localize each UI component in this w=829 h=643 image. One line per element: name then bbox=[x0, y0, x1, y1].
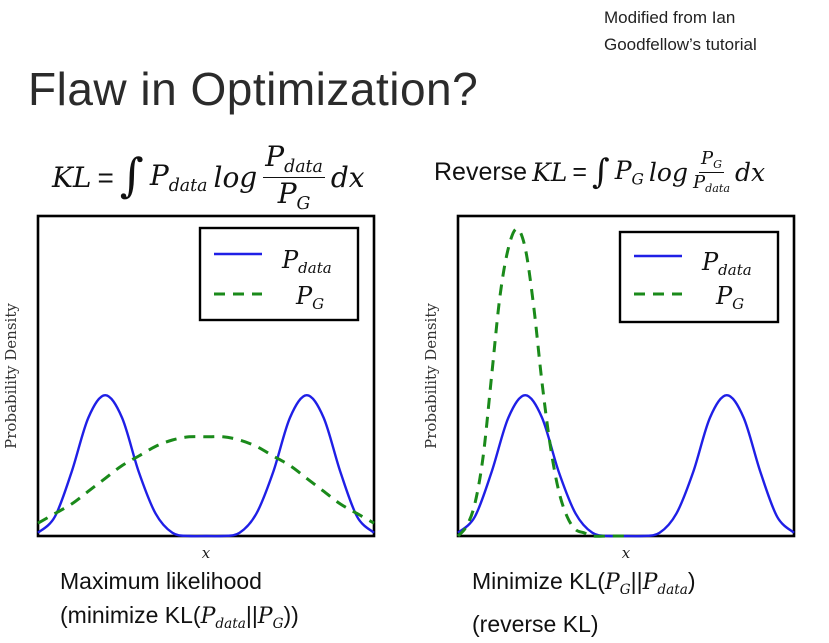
legend-box bbox=[618, 230, 780, 324]
equals-sign: = bbox=[572, 157, 587, 186]
kl-symbol: KL bbox=[532, 157, 568, 187]
p-data-term: Pdata bbox=[149, 159, 208, 197]
legend-box bbox=[198, 226, 360, 322]
caption-left: Maximum likelihood (minimize KL(Pdata||P… bbox=[60, 564, 299, 641]
dx-term: dx bbox=[330, 161, 365, 195]
kl-formula: KL = ∫ Pdata log Pdata PG dx bbox=[52, 142, 365, 214]
max-likelihood-plot: Probability Density x Pdata PG bbox=[2, 214, 376, 562]
fraction-denominator: PG bbox=[277, 177, 311, 215]
legend-label-p-g: PG bbox=[715, 282, 744, 313]
reverse-kl-formula: Reverse KL = ∫ PG log PG Pdata dx bbox=[434, 148, 766, 195]
p-g-term: PG bbox=[614, 155, 644, 189]
plot-legend: Pdata PG bbox=[198, 226, 360, 322]
credit-line-2: Goodfellow’s tutorial bbox=[604, 35, 757, 54]
caption-line-1: Maximum likelihood bbox=[60, 568, 262, 594]
legend-label-p-data: Pdata bbox=[281, 246, 332, 277]
ratio-fraction: PG Pdata bbox=[692, 148, 731, 195]
series-line-p-data bbox=[457, 393, 795, 538]
caption-line-2: (minimize KL(Pdata||PG)) bbox=[60, 602, 299, 632]
legend-label-p-data: Pdata bbox=[701, 248, 752, 279]
credit-line-1: Modified from Ian bbox=[604, 8, 736, 27]
y-axis-label: Probability Density bbox=[422, 303, 440, 449]
fraction-numerator: PG bbox=[698, 148, 725, 173]
log-term: log bbox=[213, 161, 258, 195]
log-term: log bbox=[648, 157, 688, 187]
ratio-fraction: Pdata PG bbox=[263, 142, 325, 214]
caption-line-1: Minimize KL(PG||Pdata) bbox=[472, 568, 696, 598]
series-line-p-data bbox=[37, 393, 375, 538]
kl-symbol: KL bbox=[52, 161, 92, 195]
caption-line-2: (reverse KL) bbox=[472, 610, 599, 637]
series-line-p-g bbox=[37, 435, 375, 525]
integral-sign: ∫ bbox=[591, 152, 610, 193]
credit-note: Modified from Ian Goodfellow’s tutorial bbox=[604, 4, 824, 58]
legend-label-p-g: PG bbox=[295, 282, 324, 313]
fraction-denominator: Pdata bbox=[692, 171, 731, 195]
integral-sign: ∫ bbox=[119, 147, 144, 202]
x-axis-label: x bbox=[202, 544, 211, 562]
fraction-numerator: Pdata bbox=[263, 140, 325, 179]
caption-right: Minimize KL(PG||Pdata) (reverse KL) bbox=[472, 564, 696, 641]
plot-legend: Pdata PG bbox=[618, 230, 780, 324]
y-axis-label: Probability Density bbox=[2, 303, 20, 449]
slide-title: Flaw in Optimization? bbox=[28, 63, 479, 115]
equals-sign: = bbox=[97, 161, 114, 193]
reverse-label: Reverse bbox=[434, 157, 528, 186]
dx-term: dx bbox=[735, 157, 766, 187]
reverse-kl-plot: Probability Density x Pdata PG bbox=[422, 214, 796, 562]
series-line-p-g bbox=[456, 227, 626, 538]
x-axis-label: x bbox=[622, 544, 631, 562]
